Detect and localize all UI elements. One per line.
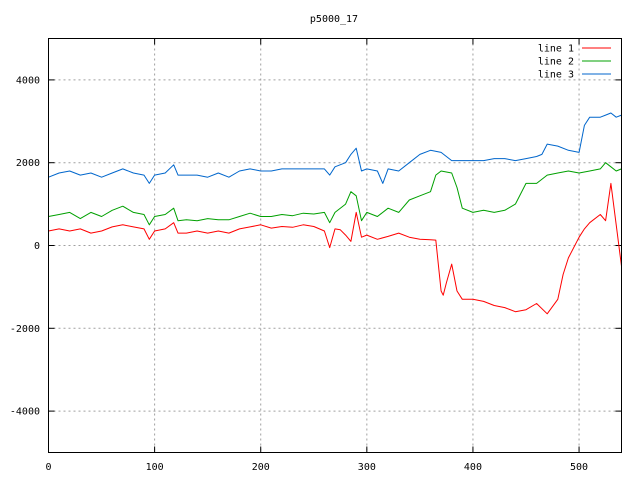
plot-frame [48,38,622,453]
legend-label: line 2 [538,57,574,68]
series-line-1 [48,182,622,315]
y-tick-label: 0 [34,241,40,252]
x-tick-label: 0 [45,462,51,473]
legend: line 1 line 2 line 3 [538,44,611,81]
chart-title: p5000_17 [310,14,358,25]
y-tick-label: -2000 [10,324,40,335]
x-tick-label: 400 [464,462,482,473]
x-tick-label: 100 [146,462,164,473]
y-tick-label: 2000 [16,158,40,169]
x-tick-label: 500 [570,462,588,473]
series-line-2 [48,162,622,226]
axis-ticks: 0 100 200 300 400 500 -4000 -2000 0 2000 4000 [10,38,622,473]
x-tick-label: 200 [252,462,270,473]
legend-label: line 3 [538,70,574,81]
plot-area [48,112,622,315]
legend-label: line 1 [538,44,574,55]
series-line-3 [48,112,622,184]
grid [48,38,622,453]
y-tick-label: 4000 [16,75,40,86]
x-tick-label: 300 [358,462,376,473]
y-tick-label: -4000 [10,407,40,418]
